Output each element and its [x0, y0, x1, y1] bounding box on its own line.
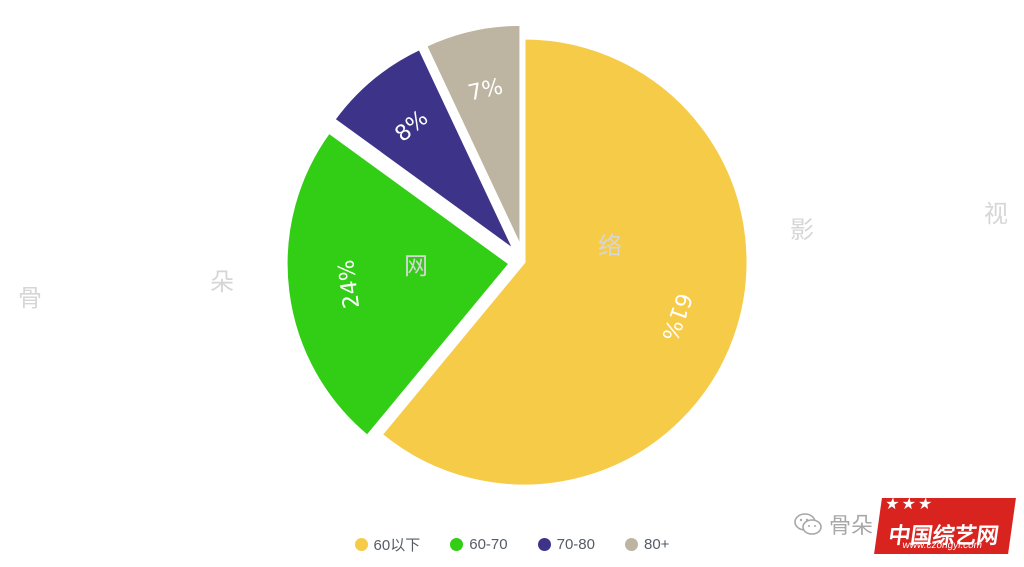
watermark-char: 朵	[210, 268, 234, 296]
legend-item[interactable]: 60-70	[450, 534, 508, 555]
pie-slice[interactable]	[284, 129, 513, 439]
legend-swatch	[354, 538, 368, 551]
watermark-char: 骨	[18, 284, 42, 312]
slice-label: 24%	[334, 258, 365, 310]
pie-slices	[284, 22, 750, 488]
pie-slice[interactable]	[379, 36, 750, 488]
legend-swatch	[624, 538, 638, 551]
logo-stars: ★★★	[883, 494, 936, 513]
site-logo: ★★★ 中国综艺网 www.czongyi.com	[874, 494, 1016, 554]
pie-slice[interactable]	[423, 22, 523, 249]
legend-swatch	[450, 538, 464, 551]
legend-label: 80+	[643, 536, 670, 553]
pie-slice[interactable]	[331, 46, 517, 253]
chart-legend: 60以下 60-70 70-80 80+	[0, 534, 1024, 555]
legend-label: 70-80	[556, 536, 595, 553]
legend-item[interactable]: 80+	[624, 534, 670, 555]
watermark-char: 视	[984, 200, 1008, 228]
legend-label: 60-70	[469, 536, 508, 553]
watermark-char: 影	[790, 216, 814, 244]
watermark-char: 络	[598, 232, 622, 260]
legend-label: 60以下	[373, 537, 421, 554]
wechat-watermark: 骨朵	[793, 508, 873, 540]
legend-swatch	[537, 538, 551, 551]
logo-url: www.czongyi.com	[901, 540, 983, 551]
legend-item[interactable]: 60以下	[354, 534, 421, 555]
watermark-char: 网	[404, 252, 428, 280]
wechat-account-name: 骨朵	[829, 514, 874, 539]
wechat-icon	[794, 513, 822, 535]
legend-item[interactable]: 70-80	[537, 534, 595, 555]
